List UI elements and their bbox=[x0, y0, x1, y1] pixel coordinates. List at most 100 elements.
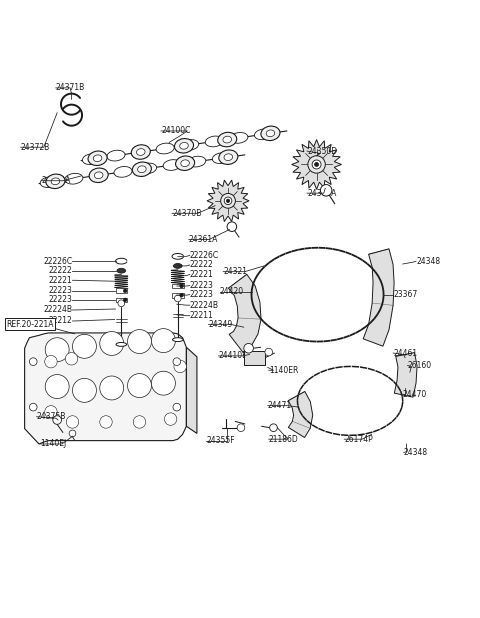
Polygon shape bbox=[228, 274, 261, 352]
Text: 22221: 22221 bbox=[190, 270, 214, 279]
Text: 24321: 24321 bbox=[223, 267, 247, 276]
Text: 24361A: 24361A bbox=[307, 188, 336, 198]
Circle shape bbox=[29, 358, 37, 365]
Text: 22221: 22221 bbox=[49, 276, 72, 285]
Text: 24200A: 24200A bbox=[41, 176, 71, 185]
Ellipse shape bbox=[205, 136, 223, 147]
Text: 22224B: 22224B bbox=[44, 305, 72, 315]
Circle shape bbox=[173, 358, 180, 365]
Text: 24349: 24349 bbox=[208, 320, 233, 329]
Text: 24371B: 24371B bbox=[56, 83, 85, 92]
Ellipse shape bbox=[95, 172, 103, 179]
Ellipse shape bbox=[46, 174, 65, 188]
Circle shape bbox=[244, 344, 253, 353]
Ellipse shape bbox=[218, 132, 237, 147]
Circle shape bbox=[65, 352, 78, 365]
Text: 26174P: 26174P bbox=[344, 434, 373, 444]
Ellipse shape bbox=[51, 178, 60, 185]
Circle shape bbox=[72, 334, 96, 358]
Text: 22212: 22212 bbox=[49, 316, 72, 326]
Circle shape bbox=[72, 378, 96, 402]
Ellipse shape bbox=[138, 166, 146, 172]
Circle shape bbox=[45, 337, 69, 362]
Circle shape bbox=[66, 416, 79, 428]
Ellipse shape bbox=[116, 342, 127, 346]
Ellipse shape bbox=[40, 177, 58, 187]
Polygon shape bbox=[186, 347, 197, 433]
Text: 24420: 24420 bbox=[220, 287, 244, 296]
Circle shape bbox=[174, 295, 181, 302]
Text: 22222: 22222 bbox=[49, 266, 72, 275]
Text: 24375B: 24375B bbox=[36, 412, 66, 421]
Text: 1140EJ: 1140EJ bbox=[40, 439, 66, 449]
Ellipse shape bbox=[114, 166, 132, 177]
Text: REF.20-221A: REF.20-221A bbox=[6, 320, 54, 329]
Ellipse shape bbox=[223, 136, 231, 143]
Ellipse shape bbox=[212, 153, 230, 164]
Circle shape bbox=[152, 329, 175, 352]
Circle shape bbox=[227, 222, 237, 232]
Polygon shape bbox=[24, 333, 186, 444]
Polygon shape bbox=[363, 249, 394, 346]
Text: 22224B: 22224B bbox=[190, 301, 219, 310]
Circle shape bbox=[100, 416, 112, 428]
Text: 24100C: 24100C bbox=[161, 127, 191, 135]
Bar bbox=[244, 350, 265, 365]
Circle shape bbox=[265, 349, 273, 356]
Circle shape bbox=[45, 375, 69, 399]
Circle shape bbox=[100, 376, 124, 400]
Text: 21186D: 21186D bbox=[269, 434, 299, 444]
Text: 24348: 24348 bbox=[416, 256, 440, 266]
Ellipse shape bbox=[230, 132, 248, 143]
Bar bbox=[116, 297, 127, 302]
Circle shape bbox=[224, 197, 232, 205]
Circle shape bbox=[173, 404, 180, 411]
Ellipse shape bbox=[117, 268, 126, 273]
Ellipse shape bbox=[89, 168, 108, 182]
Ellipse shape bbox=[224, 154, 233, 161]
Text: 22223: 22223 bbox=[48, 295, 72, 305]
Text: 22226C: 22226C bbox=[190, 251, 219, 260]
Circle shape bbox=[227, 199, 230, 203]
Text: 24410B: 24410B bbox=[218, 352, 248, 360]
Text: 24470: 24470 bbox=[403, 390, 427, 399]
Bar bbox=[172, 293, 183, 297]
Polygon shape bbox=[395, 353, 417, 397]
Ellipse shape bbox=[132, 162, 151, 177]
Circle shape bbox=[128, 329, 152, 353]
Circle shape bbox=[221, 193, 235, 208]
Circle shape bbox=[314, 163, 319, 166]
Text: 24461: 24461 bbox=[393, 349, 417, 358]
Ellipse shape bbox=[174, 138, 193, 153]
Text: 23367: 23367 bbox=[393, 290, 418, 299]
Circle shape bbox=[308, 156, 325, 173]
Text: 24350D: 24350D bbox=[307, 146, 337, 156]
Ellipse shape bbox=[180, 142, 188, 149]
Ellipse shape bbox=[176, 156, 194, 171]
Text: 22211: 22211 bbox=[190, 311, 214, 320]
Ellipse shape bbox=[65, 174, 83, 184]
Circle shape bbox=[100, 331, 124, 355]
Text: 24471: 24471 bbox=[268, 401, 292, 410]
Text: 22223: 22223 bbox=[190, 281, 214, 290]
Ellipse shape bbox=[139, 163, 156, 174]
Circle shape bbox=[69, 430, 76, 437]
Circle shape bbox=[312, 160, 321, 169]
Ellipse shape bbox=[219, 150, 238, 164]
Text: 24348: 24348 bbox=[404, 448, 428, 457]
Text: 1140ER: 1140ER bbox=[269, 366, 298, 375]
Ellipse shape bbox=[88, 151, 107, 166]
Ellipse shape bbox=[254, 129, 273, 140]
Polygon shape bbox=[288, 391, 313, 438]
Text: 22223: 22223 bbox=[48, 286, 72, 295]
Circle shape bbox=[45, 405, 57, 418]
Circle shape bbox=[29, 404, 37, 411]
Ellipse shape bbox=[89, 170, 108, 180]
Polygon shape bbox=[292, 140, 341, 189]
Text: 26160: 26160 bbox=[408, 361, 432, 370]
Text: 22226C: 22226C bbox=[43, 256, 72, 266]
Ellipse shape bbox=[136, 149, 145, 155]
Bar bbox=[172, 284, 183, 289]
Circle shape bbox=[180, 284, 183, 288]
Circle shape bbox=[180, 293, 183, 297]
